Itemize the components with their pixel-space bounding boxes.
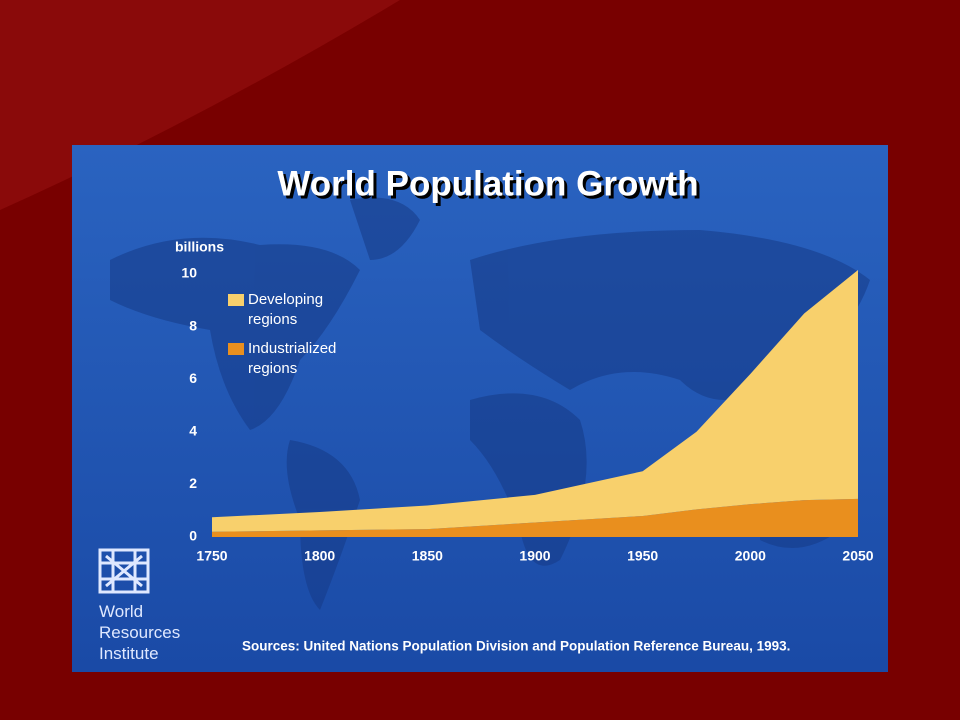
x-tick-label: 1800 [304, 548, 335, 564]
y-tick-label: 8 [189, 317, 197, 333]
legend-swatch [228, 343, 244, 355]
legend-swatch [228, 294, 244, 306]
y-tick-label: 6 [189, 370, 197, 386]
x-tick-label: 1900 [519, 548, 550, 564]
legend-label: Developing regions [248, 291, 324, 328]
y-tick-label: 10 [181, 265, 197, 281]
x-tick-label: 2000 [735, 548, 766, 564]
wri-logo [98, 548, 150, 594]
x-tick-label: 1950 [627, 548, 658, 564]
chart-title: World Population Growth [277, 164, 698, 203]
y-tick-label: 4 [189, 423, 197, 439]
x-tick-label: 1850 [412, 548, 443, 564]
y-tick-label: 0 [189, 528, 197, 544]
x-tick-label: 2050 [842, 548, 873, 564]
y-tick-label: 2 [189, 475, 197, 491]
area [212, 498, 858, 537]
x-tick-label: 1750 [196, 548, 227, 564]
y-axis-label: billions [175, 239, 224, 255]
area [212, 270, 858, 532]
source-note: Sources: United Nations Population Divis… [242, 639, 790, 654]
legend-label: Industrialized regions [248, 340, 337, 377]
publisher-name: World Resources Institute [99, 602, 181, 663]
plot-area: 0 2 4 6 8 10 1750 1800 1850 1900 1950 2000 2050 [181, 265, 873, 564]
